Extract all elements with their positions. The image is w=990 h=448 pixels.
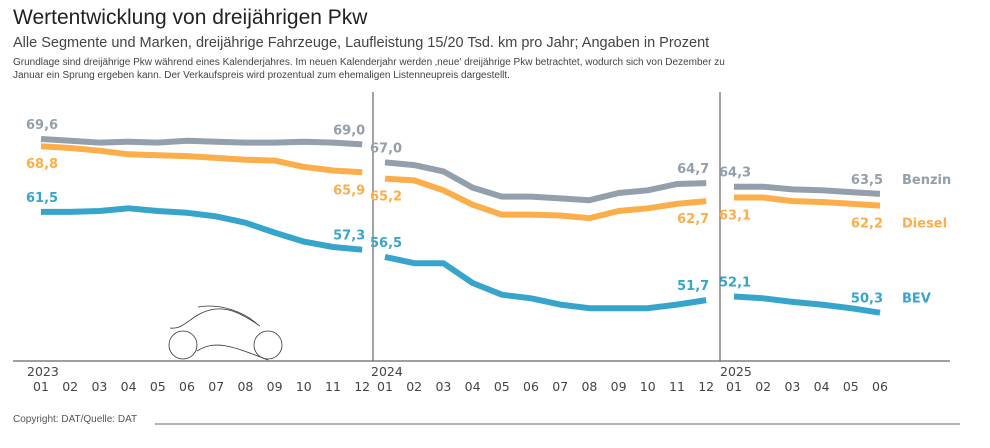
data-label: 64,3	[719, 166, 751, 181]
series-line-diesel	[384, 175, 707, 222]
month-tick-label: 12	[698, 379, 714, 394]
month-tick-label: 11	[325, 379, 341, 394]
data-label: 51,7	[677, 279, 709, 294]
month-tick-label: 07	[552, 379, 568, 394]
data-label: 56,5	[370, 236, 402, 251]
data-label: 65,2	[370, 190, 402, 205]
month-tick-label: 03	[435, 379, 451, 394]
month-tick-label: 05	[843, 379, 859, 394]
month-tick-label: 04	[465, 379, 481, 394]
month-tick-label: 02	[406, 379, 422, 394]
month-tick-label: 09	[611, 379, 627, 394]
data-label: 62,2	[851, 217, 883, 232]
chart-note: Grundlage sind dreijährige Pkw während e…	[13, 57, 725, 81]
month-tick-label: 12	[354, 379, 370, 394]
month-tick-label: 08	[237, 379, 253, 394]
year-label-2024: 2024	[371, 364, 403, 379]
series-label-benzin: Benzin	[902, 173, 951, 188]
month-tick-label: 11	[669, 379, 685, 394]
series-label-bev: BEV	[902, 292, 931, 307]
series-line-diesel	[734, 194, 881, 209]
data-label: 63,1	[719, 209, 751, 224]
month-tick-label: 06	[872, 379, 888, 394]
month-tick-label: 01	[726, 379, 742, 394]
series-line-benzin	[384, 159, 707, 204]
series-line-diesel	[40, 143, 363, 176]
month-tick-label: 04	[814, 379, 830, 394]
year-label-2023: 2023	[27, 364, 59, 379]
series-line-bev	[733, 293, 881, 316]
copyright: Copyright: DAT/Quelle: DAT	[13, 414, 138, 425]
month-tick-label: 01	[377, 379, 393, 394]
data-label: 63,5	[851, 173, 883, 188]
data-label: 62,7	[677, 212, 709, 227]
year-label-2025: 2025	[720, 364, 752, 379]
month-tick-label: 05	[150, 379, 166, 394]
series-line-bev	[384, 253, 707, 312]
month-tick-label: 04	[121, 379, 137, 394]
month-tick-label: 06	[179, 379, 195, 394]
month-tick-label: 07	[208, 379, 224, 394]
month-tick-label: 02	[755, 379, 771, 394]
data-label: 65,9	[333, 183, 365, 198]
series-line-bev	[41, 205, 363, 253]
chart-title: Wertentwicklung von dreijährigen Pkw	[13, 6, 368, 29]
month-tick-label: 10	[640, 379, 656, 394]
data-label: 57,3	[333, 229, 365, 244]
month-tick-label: 08	[581, 379, 597, 394]
month-tick-label: 10	[296, 379, 312, 394]
data-label: 50,3	[851, 292, 883, 307]
month-tick-label: 03	[784, 379, 800, 394]
data-label: 64,7	[677, 162, 709, 177]
month-tick-label: 02	[62, 379, 78, 394]
car-outline-icon	[168, 305, 283, 361]
data-label: 61,5	[26, 191, 58, 206]
data-label: 68,8	[26, 157, 58, 172]
series-line-benzin	[734, 183, 881, 197]
series-label-diesel: Diesel	[902, 217, 947, 232]
chart-subtitle: Alle Segmente und Marken, dreijährige Fa…	[13, 35, 710, 51]
month-tick-label: 09	[267, 379, 283, 394]
data-label: 69,0	[333, 123, 365, 138]
month-tick-label: 06	[523, 379, 539, 394]
series-line-benzin	[40, 136, 363, 148]
month-tick-label: 05	[494, 379, 510, 394]
month-tick-label: 03	[91, 379, 107, 394]
data-label: 52,1	[719, 276, 751, 291]
month-tick-label: 01	[33, 379, 49, 394]
data-label: 67,0	[370, 141, 402, 156]
data-label: 69,6	[26, 118, 58, 133]
